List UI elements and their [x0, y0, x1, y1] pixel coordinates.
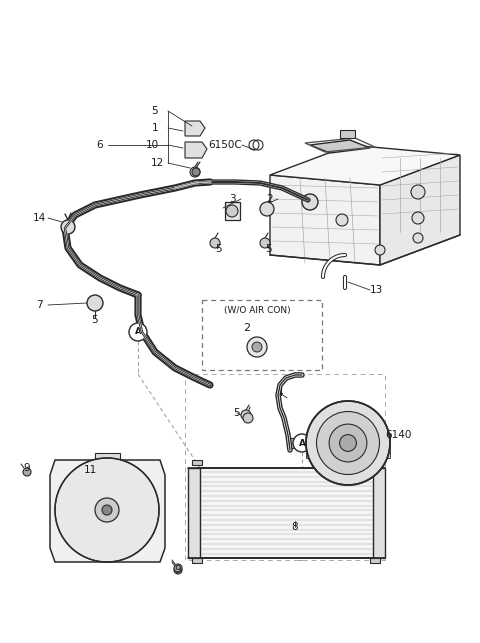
Polygon shape: [225, 202, 240, 220]
Polygon shape: [188, 468, 200, 558]
Text: 2: 2: [267, 194, 273, 204]
Circle shape: [102, 505, 112, 515]
Polygon shape: [373, 468, 385, 558]
Polygon shape: [270, 175, 380, 265]
Polygon shape: [192, 460, 202, 465]
Circle shape: [413, 233, 423, 243]
Circle shape: [61, 220, 75, 234]
Circle shape: [190, 167, 200, 177]
Circle shape: [247, 337, 267, 357]
Text: 6: 6: [96, 140, 103, 150]
Polygon shape: [192, 558, 202, 563]
Polygon shape: [288, 438, 301, 448]
Text: A: A: [299, 439, 305, 448]
Circle shape: [302, 194, 318, 210]
Polygon shape: [370, 460, 380, 465]
Text: 5: 5: [152, 106, 158, 116]
Text: 9: 9: [24, 463, 30, 473]
Polygon shape: [198, 468, 375, 558]
Text: 8: 8: [292, 522, 298, 532]
Circle shape: [23, 468, 31, 476]
Circle shape: [340, 435, 356, 451]
Circle shape: [306, 401, 390, 485]
Circle shape: [87, 295, 103, 311]
Circle shape: [260, 238, 270, 248]
Polygon shape: [310, 140, 370, 153]
Text: 4: 4: [276, 388, 283, 398]
Polygon shape: [340, 130, 355, 138]
Polygon shape: [380, 155, 460, 265]
Text: 5: 5: [266, 244, 272, 254]
Text: 5: 5: [92, 315, 98, 325]
Circle shape: [336, 214, 348, 226]
Circle shape: [210, 238, 220, 248]
Text: 9: 9: [175, 565, 181, 575]
Circle shape: [293, 434, 311, 452]
Circle shape: [316, 412, 380, 475]
Text: A: A: [134, 327, 142, 336]
Polygon shape: [185, 142, 207, 158]
Circle shape: [375, 245, 385, 255]
Circle shape: [329, 424, 367, 462]
Text: 11: 11: [84, 465, 96, 475]
Text: 5: 5: [234, 408, 240, 418]
Polygon shape: [370, 558, 380, 563]
Circle shape: [95, 498, 119, 522]
Text: 12: 12: [150, 158, 164, 168]
Circle shape: [411, 185, 425, 199]
Text: 3: 3: [228, 194, 235, 204]
Polygon shape: [270, 145, 460, 185]
Circle shape: [174, 566, 182, 574]
Text: 13: 13: [370, 285, 383, 295]
Circle shape: [55, 458, 159, 562]
Text: 6140: 6140: [385, 430, 411, 440]
Text: 5: 5: [215, 244, 221, 254]
Circle shape: [226, 205, 238, 217]
Polygon shape: [306, 433, 390, 458]
Circle shape: [192, 168, 200, 176]
Circle shape: [241, 410, 251, 420]
Polygon shape: [95, 453, 120, 460]
Circle shape: [174, 564, 182, 572]
Text: 1: 1: [152, 123, 158, 133]
Circle shape: [412, 212, 424, 224]
Circle shape: [260, 202, 274, 216]
Circle shape: [252, 342, 262, 352]
Polygon shape: [185, 121, 205, 136]
Text: 7: 7: [36, 300, 42, 310]
Text: 6150C: 6150C: [208, 140, 242, 150]
Text: 2: 2: [243, 323, 251, 333]
Text: 10: 10: [145, 140, 158, 150]
Circle shape: [129, 323, 147, 341]
Polygon shape: [50, 460, 165, 562]
Circle shape: [243, 413, 253, 423]
Text: 14: 14: [32, 213, 46, 223]
Text: (W/O AIR CON): (W/O AIR CON): [224, 305, 290, 314]
